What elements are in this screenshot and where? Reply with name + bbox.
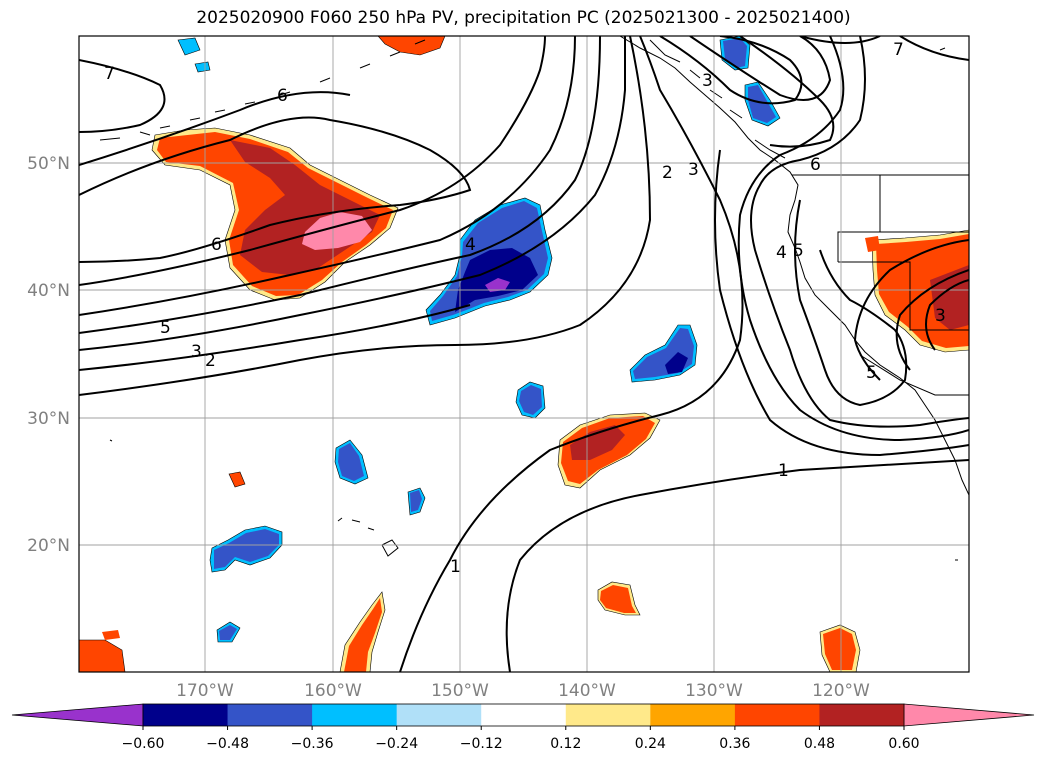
precip-negative-shading (177, 36, 781, 643)
colorbar-tick-label: 0.60 (888, 736, 919, 752)
contour-label: 1 (450, 557, 461, 577)
colorbar-extend-low (11, 703, 144, 727)
lat-label-40n: 40°N (27, 281, 70, 301)
lat-label-50n: 50°N (27, 154, 70, 174)
colorbar-swatch (819, 704, 905, 726)
colorbar-tick-label: 0.36 (719, 736, 750, 752)
contour-label: 7 (104, 64, 115, 84)
colorbar-swatch (143, 704, 229, 726)
lon-label-130w: 130°W (685, 681, 743, 701)
contour-label: 6 (211, 235, 222, 255)
colorbar-tick-label: 0.48 (804, 736, 835, 752)
colorbar-swatch (396, 704, 482, 726)
colorbar: −0.60 −0.48 −0.36 −0.24 −0.12 0.12 0.24 0.36 0.4… (11, 703, 1035, 752)
colorbar-tick-label: −0.12 (460, 736, 503, 752)
colorbar-tick-label: −0.36 (291, 736, 334, 752)
contour-label: 5 (793, 241, 804, 261)
map-area (79, 36, 969, 672)
contour-label: 7 (893, 40, 904, 60)
colorbar-swatch (312, 704, 398, 726)
colorbar-extend-high (903, 703, 1035, 727)
latitude-labels: 50°N 40°N 30°N 20°N (27, 154, 70, 556)
pv-contour-2b (79, 304, 471, 371)
contour-label: 6 (277, 86, 288, 106)
colorbar-tick-label: −0.60 (122, 736, 165, 752)
map-frame (78, 35, 970, 673)
pv-contour-5 (79, 36, 546, 286)
lon-label-120w: 120°W (812, 681, 870, 701)
lat-label-30n: 30°N (27, 409, 70, 429)
colorbar-swatch (481, 704, 567, 726)
contour-label: 1 (778, 461, 789, 481)
coastlines (99, 36, 969, 561)
colorbar-tick-label: 0.24 (635, 736, 666, 752)
precip-positive-shading (79, 36, 969, 672)
contour-label: 2 (205, 351, 216, 371)
lon-label-170w: 170°W (176, 681, 234, 701)
contour-label: 3 (935, 306, 946, 326)
contour-label: 5 (866, 363, 877, 383)
pv-contour-7-west (79, 59, 166, 133)
contour-label: 3 (702, 71, 713, 91)
colorbar-swatch (650, 704, 736, 726)
colorbar-tick-label: 0.12 (550, 736, 581, 752)
pv-contours (79, 36, 969, 672)
lon-label-140w: 140°W (558, 681, 616, 701)
pv-contour-6-inner (79, 91, 351, 166)
pv-contour-3 (79, 36, 601, 334)
colorbar-swatch (565, 704, 651, 726)
contour-label: 3 (688, 160, 699, 180)
pv-contour-6-north (79, 116, 472, 263)
contour-label: 2 (662, 163, 673, 183)
contour-label: 6 (810, 155, 821, 175)
pv-contour-1-south (399, 36, 744, 672)
colorbar-frame (142, 703, 905, 727)
colorbar-tick-label: −0.24 (375, 736, 418, 752)
contour-label: 4 (465, 235, 476, 255)
lon-label-160w: 160°W (304, 681, 362, 701)
longitude-labels: 170°W 160°W 150°W 140°W 130°W 120°W (176, 681, 870, 701)
lon-label-150w: 150°W (431, 681, 489, 701)
contour-labels: 7 6 6 5 3 2 4 2 3 6 4 5 3 5 1 1 7 3 (104, 40, 946, 577)
contour-label: 4 (776, 243, 787, 263)
map-title: 2025020900 F060 250 hPa PV, precipitatio… (196, 8, 851, 28)
contour-label: 5 (160, 318, 171, 338)
colorbar-swatch (227, 704, 313, 726)
contour-label: 3 (191, 342, 202, 362)
colorbar-tick-label: −0.48 (206, 736, 249, 752)
pv-contour-2 (79, 36, 626, 351)
lat-label-20n: 20°N (27, 536, 70, 556)
colorbar-swatch (734, 704, 820, 726)
